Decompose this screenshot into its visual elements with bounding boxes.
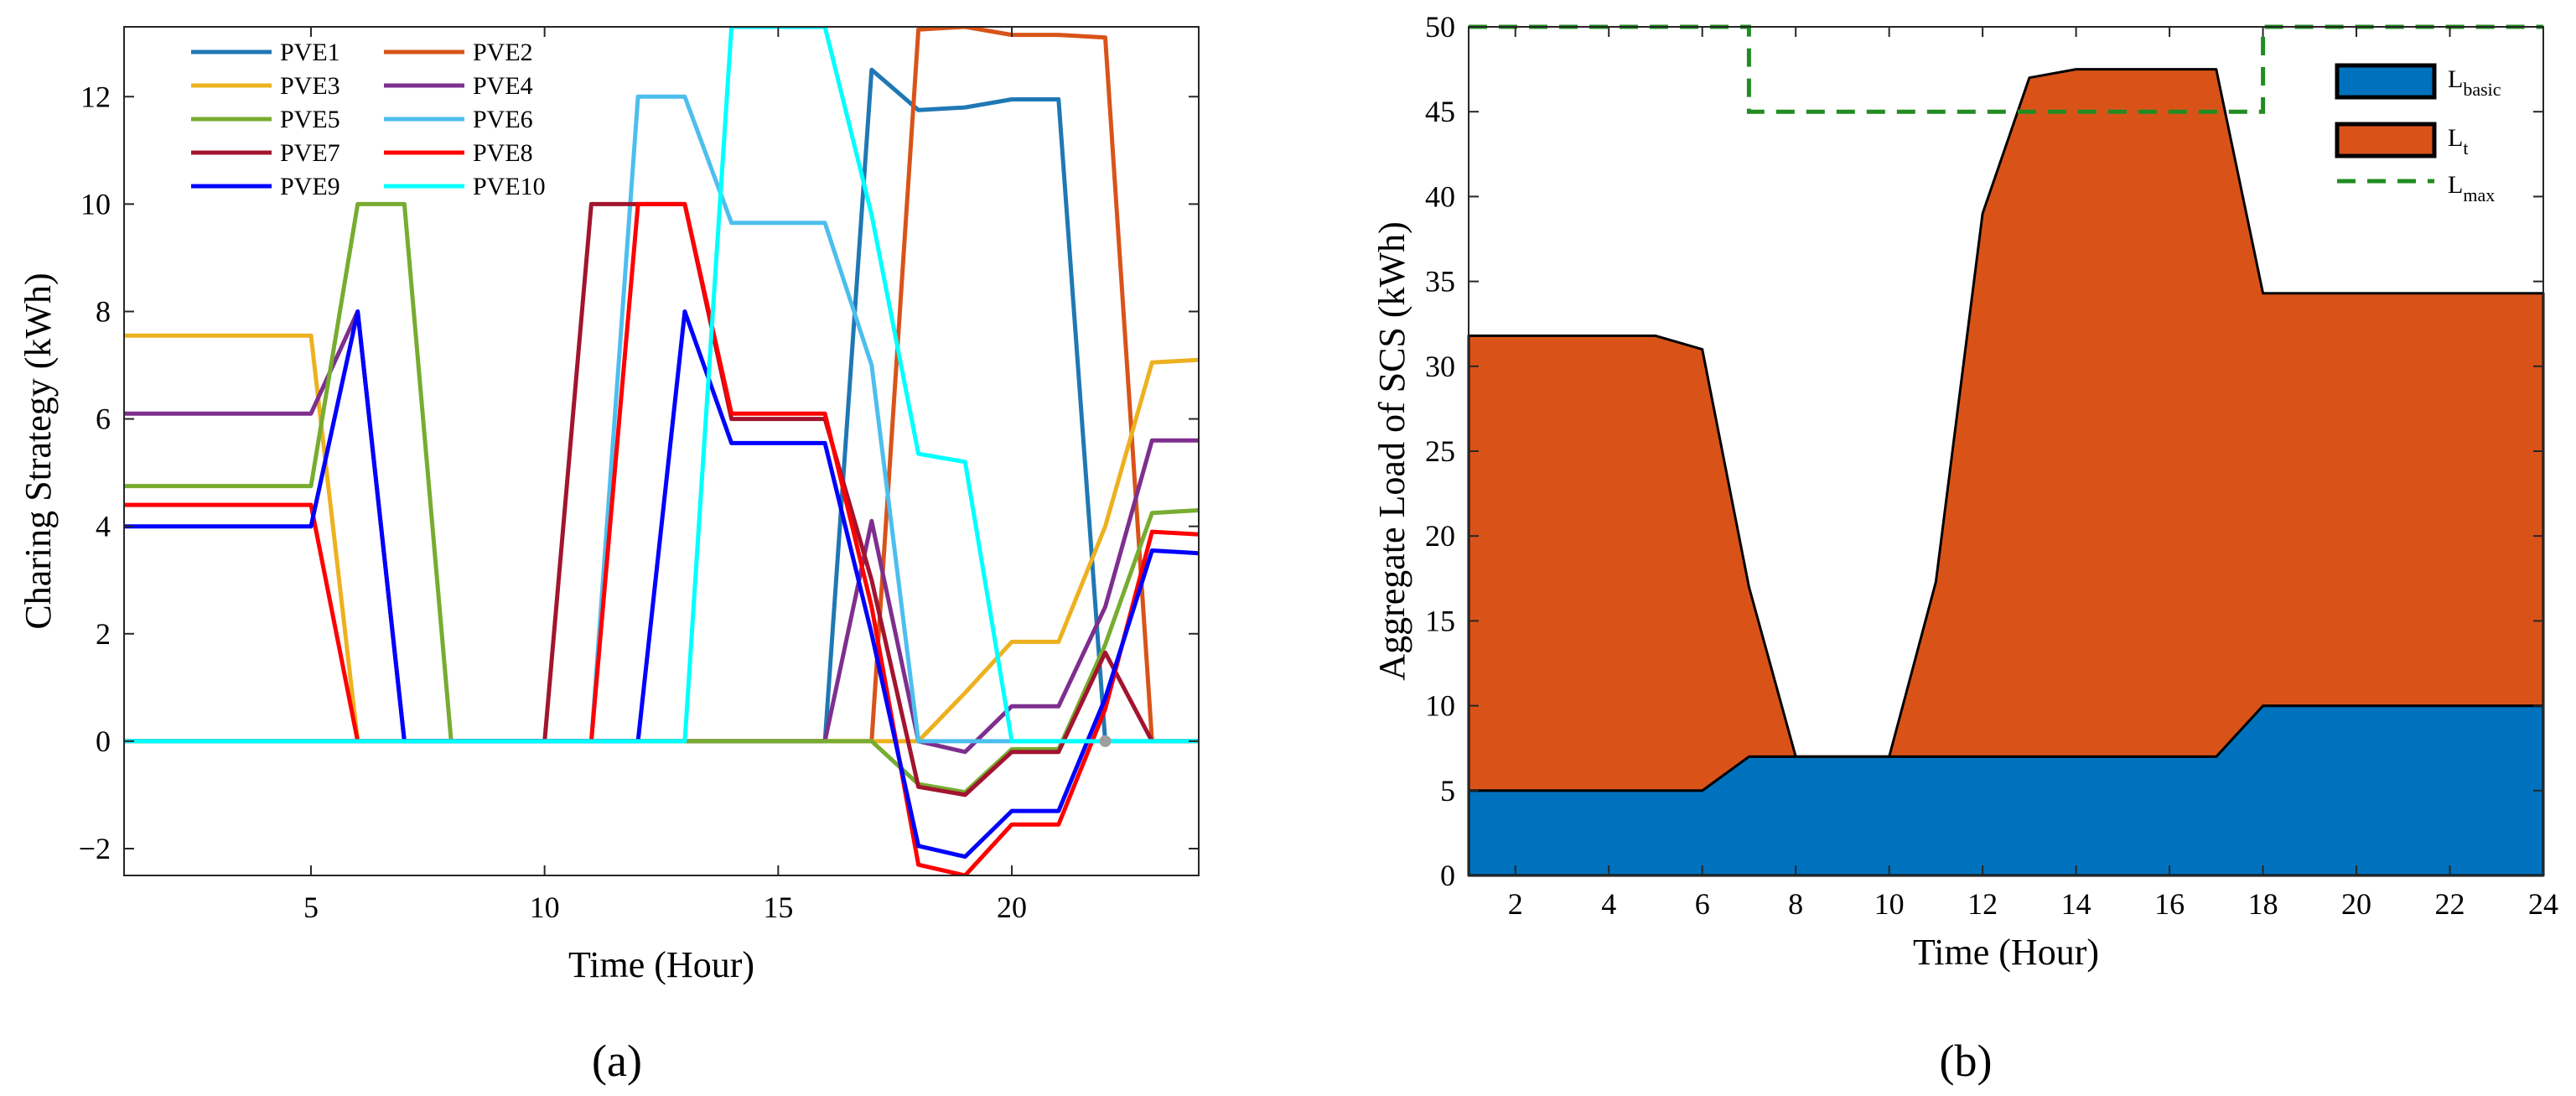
legend-label: PVE3 xyxy=(280,72,340,100)
y-axis-label-a: Charing Strategy (kWh) xyxy=(18,273,59,629)
y-tick-label: −2 xyxy=(79,832,111,865)
legend-item-pve6: PVE6 xyxy=(384,106,533,133)
legend-label: PVE10 xyxy=(473,173,546,200)
x-tick-label: 6 xyxy=(1695,887,1710,921)
y-tick-label: 30 xyxy=(1425,350,1455,383)
legend-label: PVE5 xyxy=(280,106,340,133)
legend-label: PVE7 xyxy=(280,139,340,167)
y-ticks-b: 0 5 10 15 20 25 30 35 40 45 50 xyxy=(1425,10,2543,892)
x-tick-label: 18 xyxy=(2248,887,2278,921)
legend-label: PVE4 xyxy=(473,72,533,100)
legend-a: PVE1 PVE2 PVE3 PVE4 PVE5 PVE6 PVE7 PVE8 PVE9 PVE1… xyxy=(191,39,546,200)
legend-item-pve2: PVE2 xyxy=(384,39,533,66)
x-ticks-b: 2 4 6 8 10 12 14 16 18 20 22 24 xyxy=(1508,27,2558,921)
y-tick-label: 20 xyxy=(1425,519,1455,553)
y-tick-label: 40 xyxy=(1425,179,1455,213)
legend-item-pve4: PVE4 xyxy=(384,72,533,100)
panel-label-a: (a) xyxy=(592,1036,642,1086)
x-tick-label: 2 xyxy=(1508,887,1523,921)
y-tick-label: 4 xyxy=(96,510,111,543)
y-tick-label: 6 xyxy=(96,403,111,436)
plot-area-a xyxy=(124,27,1199,875)
x-tick-label: 16 xyxy=(2154,887,2185,921)
x-axis-label-a: Time (Hour) xyxy=(568,944,754,985)
x-ticks-a: 5 10 15 20 xyxy=(303,27,1027,924)
legend-item-pve3: PVE3 xyxy=(191,72,340,100)
markers-a xyxy=(1099,735,1112,747)
y-tick-label: 12 xyxy=(80,80,111,113)
y-tick-label: 10 xyxy=(80,187,111,221)
legend-item-pve1: PVE1 xyxy=(191,39,340,66)
legend-label: PVE2 xyxy=(473,39,533,66)
x-tick-label: 10 xyxy=(1874,887,1905,921)
legend-item-l-t: Lt xyxy=(2335,122,2468,158)
legend-swatch xyxy=(2335,63,2437,100)
legend-item-pve9: PVE9 xyxy=(191,173,340,200)
x-tick-label: 20 xyxy=(997,891,1027,924)
x-tick-label: 24 xyxy=(2528,887,2558,921)
y-tick-label: 2 xyxy=(96,617,111,651)
stacked-areas-b xyxy=(1467,68,2545,877)
legend-subscript: t xyxy=(2463,138,2468,158)
x-tick-label: 10 xyxy=(530,891,560,924)
y-tick-label: 0 xyxy=(1440,859,1455,892)
y-tick-label: 0 xyxy=(96,725,111,758)
series-line-pve10 xyxy=(124,27,1199,744)
x-axis-label-b: Time (Hour) xyxy=(1913,932,2099,973)
y-tick-label: 10 xyxy=(1425,689,1455,723)
series-lines-a xyxy=(124,27,1199,875)
y-tick-label: 50 xyxy=(1425,10,1455,44)
axes-frame-a xyxy=(123,26,1200,876)
legend-swatch xyxy=(2335,122,2437,158)
x-tick-label: 8 xyxy=(1788,887,1803,921)
area-chart-panel-b: 2 4 6 8 10 12 14 16 18 20 22 24 0510152025303540455… xyxy=(1371,10,2558,1086)
series-line-pve9 xyxy=(124,309,1199,860)
legend-item-pve7: PVE7 xyxy=(191,139,340,167)
legend-subscript: basic xyxy=(2463,79,2501,100)
y-ticks-a: −2 0 2 4 6 8 10 12 xyxy=(79,80,1199,865)
x-tick-label: 5 xyxy=(303,891,319,924)
legend-subscript: max xyxy=(2463,184,2495,205)
legend-label: PVE6 xyxy=(473,106,533,133)
y-axis-label-b: Aggregate Load of SCS (kWh) xyxy=(1371,221,1412,680)
x-tick-label: 14 xyxy=(2061,887,2091,921)
legend-item-pve8: PVE8 xyxy=(384,139,533,167)
x-tick-label: 4 xyxy=(1601,887,1616,921)
x-tick-label: 15 xyxy=(763,891,793,924)
x-tick-label: 20 xyxy=(2341,887,2371,921)
x-tick-label: 12 xyxy=(1967,887,1998,921)
series-line-pve8 xyxy=(124,201,1199,875)
y-tick-label: 35 xyxy=(1425,265,1455,299)
y-tick-label: 25 xyxy=(1425,434,1455,468)
y-tick-label: 45 xyxy=(1425,95,1455,128)
legend-label: PVE8 xyxy=(473,139,533,167)
legend-label: PVE9 xyxy=(280,173,340,200)
legend-item-pve10: PVE10 xyxy=(384,173,546,200)
legend-item-pve5: PVE5 xyxy=(191,106,340,133)
x-tick-label: 22 xyxy=(2435,887,2465,921)
y-tick-label: 15 xyxy=(1425,604,1455,637)
data-marker xyxy=(1099,735,1112,747)
y-tick-label: 8 xyxy=(96,294,111,328)
panel-label-b: (b) xyxy=(1940,1036,1993,1086)
y-tick-label: 5 xyxy=(1440,774,1455,808)
line-chart-panel-a: 5 10 15 20 −2 0 2 4 6 8 10 12 PVE1 PVE2 PVE3 PVE4 PVE5… xyxy=(18,26,1200,1086)
legend-label: PVE1 xyxy=(280,39,340,66)
